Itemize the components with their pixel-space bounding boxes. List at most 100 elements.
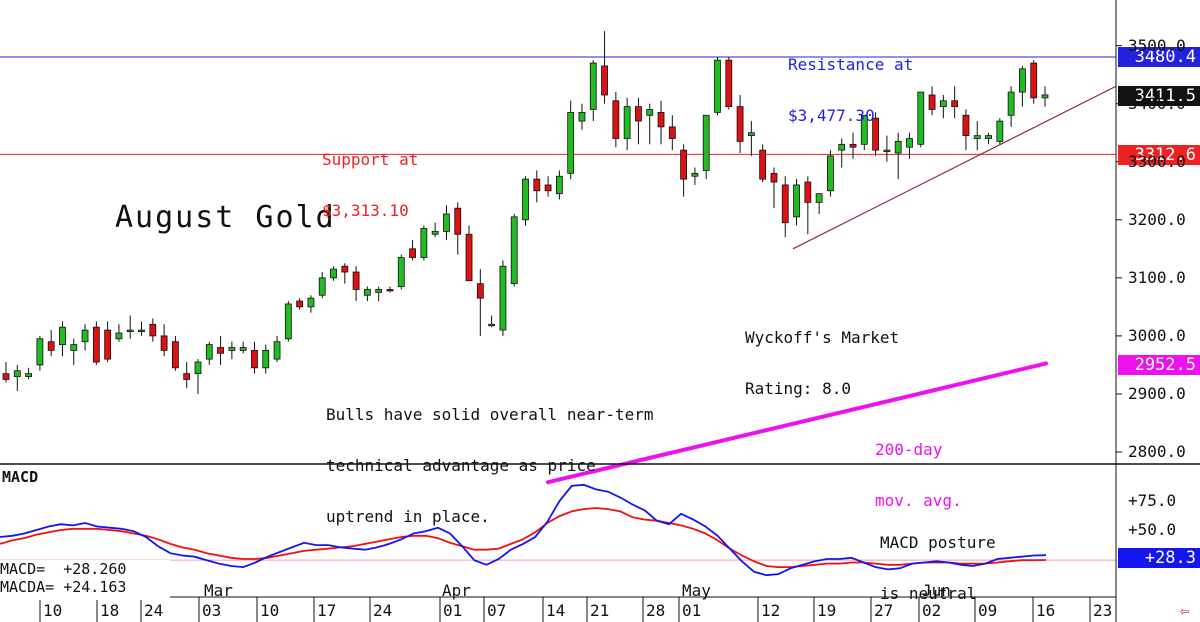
candle bbox=[1030, 60, 1038, 104]
candle-body-up bbox=[815, 193, 823, 203]
candle-body-up bbox=[1007, 91, 1015, 116]
candle-body-up bbox=[13, 370, 21, 377]
candle-body-up bbox=[330, 268, 337, 279]
candle bbox=[296, 298, 304, 310]
ma200-label-line1: 200-day bbox=[875, 440, 943, 459]
date-tick-label: 16 bbox=[1036, 601, 1056, 620]
candle bbox=[668, 115, 676, 151]
candle-body-down bbox=[454, 207, 462, 235]
candle bbox=[318, 272, 326, 299]
candle bbox=[397, 254, 405, 290]
candle bbox=[702, 114, 710, 180]
candle-body-up bbox=[702, 114, 710, 171]
candle-body-down bbox=[736, 106, 744, 142]
candle-body-up bbox=[239, 347, 247, 351]
candle-body-up bbox=[646, 109, 654, 116]
candle-body-up bbox=[115, 332, 123, 340]
candle bbox=[386, 286, 394, 293]
candle-body-up bbox=[985, 135, 992, 139]
candle-body-up bbox=[906, 138, 913, 148]
candle bbox=[47, 330, 55, 357]
candle bbox=[420, 225, 428, 261]
candle-body-down bbox=[149, 323, 157, 337]
candle bbox=[81, 324, 89, 351]
price-tick-label: 2800.0 bbox=[1128, 442, 1186, 461]
candle bbox=[781, 176, 789, 238]
scroll-left-arrow-icon[interactable]: ⇦ bbox=[1180, 601, 1190, 620]
candle-body-up bbox=[996, 120, 1004, 142]
candle bbox=[25, 367, 32, 380]
candle-body-down bbox=[725, 59, 733, 107]
candle-body-up bbox=[883, 149, 891, 153]
candle bbox=[736, 94, 744, 154]
candle bbox=[431, 222, 439, 238]
candle-body-down bbox=[217, 347, 224, 354]
price-plot-area bbox=[0, 0, 1116, 463]
macd-last-tag: +28.3 bbox=[1118, 548, 1200, 568]
candle-body-up bbox=[228, 347, 236, 351]
candle-body-up bbox=[443, 213, 450, 232]
candle bbox=[36, 335, 44, 371]
date-tick-label: 01 bbox=[682, 601, 702, 620]
resistance-label: Resistance at $3,477.30 bbox=[788, 22, 913, 141]
macd-readout-label: MACD= bbox=[0, 560, 46, 578]
candle bbox=[341, 263, 349, 284]
candle bbox=[635, 97, 642, 145]
candle bbox=[804, 176, 812, 235]
candle bbox=[172, 335, 179, 371]
candle bbox=[205, 341, 213, 365]
macd-readout: MACD= +28.260 MACDA= +24.163 bbox=[0, 560, 170, 600]
candle bbox=[239, 341, 247, 354]
ma200-label-line2: mov. avg. bbox=[875, 491, 962, 510]
candle bbox=[273, 335, 281, 363]
price-panel bbox=[0, 0, 1117, 485]
candle bbox=[872, 112, 879, 156]
candle bbox=[894, 132, 902, 180]
candle bbox=[951, 86, 959, 119]
candle bbox=[488, 315, 496, 328]
candle bbox=[623, 97, 631, 151]
last-price-tag: 3411.5 bbox=[1118, 86, 1200, 106]
candle-body-up bbox=[126, 329, 134, 332]
candle-body-up bbox=[363, 289, 371, 296]
month-label: Jun bbox=[922, 581, 951, 600]
candle-body-down bbox=[386, 289, 394, 292]
candle bbox=[939, 94, 947, 119]
candle-body-down bbox=[476, 283, 484, 299]
support-label-line1: Support at bbox=[322, 150, 419, 169]
candle bbox=[612, 92, 620, 148]
candle-body-down bbox=[770, 172, 778, 183]
candle-body-up bbox=[431, 230, 439, 235]
candle-body-down bbox=[759, 149, 767, 180]
date-tick-label: 27 bbox=[874, 601, 894, 620]
month-label: Apr bbox=[442, 581, 471, 600]
macd-tick-label: +75.0 bbox=[1128, 491, 1177, 510]
wyckoff-rating-line1: Wyckoff's Market bbox=[745, 328, 900, 347]
candle bbox=[928, 86, 936, 116]
candle bbox=[815, 193, 823, 214]
date-tick-label: 07 bbox=[487, 601, 507, 620]
date-tick-label: 01 bbox=[443, 601, 463, 620]
candle-body-down bbox=[849, 143, 857, 148]
candle-body-down bbox=[296, 300, 304, 308]
candle bbox=[759, 144, 767, 183]
candle-body-up bbox=[59, 326, 66, 345]
candle-body-up bbox=[375, 289, 383, 293]
candle bbox=[217, 335, 224, 365]
wyckoff-rating-line2: Rating: 8.0 bbox=[745, 379, 851, 398]
date-tick-label: 09 bbox=[978, 601, 998, 620]
candle bbox=[375, 286, 383, 302]
candle bbox=[92, 321, 100, 365]
candle bbox=[883, 135, 891, 162]
macda-readout-value: +24.163 bbox=[63, 578, 127, 596]
candle bbox=[962, 109, 970, 151]
macd-tick-label: +50.0 bbox=[1128, 520, 1177, 539]
price-tick-label: 3000.0 bbox=[1128, 325, 1186, 345]
candle-body-down bbox=[872, 117, 879, 151]
date-tick-label: 12 bbox=[761, 601, 781, 620]
resistance-label-line2: $3,477.30 bbox=[788, 106, 875, 125]
candle bbox=[985, 132, 992, 145]
candle bbox=[104, 321, 112, 363]
candle-body-up bbox=[488, 323, 496, 327]
